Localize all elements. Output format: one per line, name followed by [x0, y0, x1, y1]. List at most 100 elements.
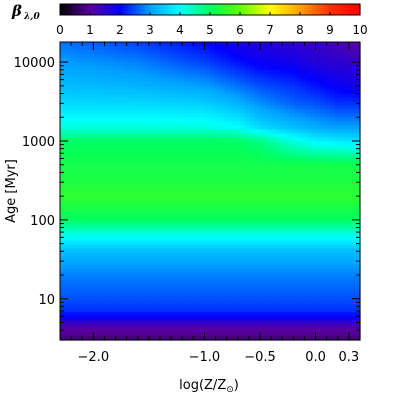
heatmap-cell: [315, 220, 321, 226]
heatmap-cell: [200, 169, 206, 174]
heatmap-cell: [265, 216, 271, 222]
heatmap-cell: [260, 220, 266, 226]
heatmap-cell: [150, 264, 156, 270]
heatmap-cell: [265, 324, 271, 329]
colorbar-segment: [304, 4, 307, 15]
heatmap-cell: [250, 105, 256, 111]
heatmap-cell: [185, 117, 191, 123]
heatmap-cell: [155, 244, 161, 250]
heatmap-cell: [85, 272, 91, 278]
heatmap-cell: [175, 49, 181, 55]
heatmap-cell: [335, 149, 341, 154]
heatmap-cell: [150, 328, 156, 333]
heatmap-cell: [125, 196, 131, 202]
heatmap-cell: [275, 73, 281, 79]
heatmap-cell: [265, 49, 271, 55]
heatmap-cell: [230, 101, 236, 107]
heatmap-cell: [190, 248, 196, 254]
heatmap-cell: [155, 165, 161, 170]
heatmap-cell: [265, 173, 271, 178]
heatmap-cell: [300, 212, 306, 218]
heatmap-cell: [140, 332, 146, 337]
heatmap-cell: [330, 141, 336, 146]
heatmap-cell: [335, 165, 341, 170]
heatmap-cell: [175, 312, 181, 317]
heatmap-cell: [65, 272, 71, 278]
heatmap-cell: [180, 324, 186, 329]
heatmap-cell: [255, 165, 261, 170]
heatmap-cell: [305, 113, 311, 119]
heatmap-cell: [240, 101, 246, 107]
heatmap-cell: [75, 133, 81, 138]
heatmap-cell: [250, 280, 256, 285]
colorbar-segment: [194, 4, 197, 15]
heatmap-cell: [310, 328, 316, 333]
heatmap-cell: [170, 212, 176, 218]
heatmap-cell: [195, 53, 201, 59]
heatmap-cell: [200, 268, 206, 274]
heatmap-cell: [245, 256, 251, 262]
heatmap-cell: [75, 141, 81, 146]
heatmap-cell: [330, 300, 336, 305]
heatmap-cell: [335, 308, 341, 313]
heatmap-cell: [290, 141, 296, 146]
heatmap-cell: [160, 57, 166, 63]
heatmap-cell: [130, 141, 136, 146]
heatmap-cell: [195, 133, 201, 138]
colorbar-segment: [138, 4, 141, 15]
heatmap-cell: [130, 125, 136, 131]
heatmap-cell: [130, 97, 136, 103]
heatmap-cell: [270, 65, 276, 71]
heatmap-cell: [165, 252, 171, 258]
heatmap-cell: [120, 145, 126, 150]
heatmap-cell: [335, 264, 341, 270]
heatmap-cell: [115, 73, 121, 79]
heatmap-cell: [220, 312, 226, 317]
heatmap-cell: [75, 220, 81, 226]
heatmap-cell: [315, 49, 321, 55]
heatmap-cell: [60, 117, 66, 123]
heatmap-cell: [175, 192, 181, 198]
heatmap-cell: [290, 125, 296, 131]
heatmap-cell: [145, 212, 151, 218]
heatmap-cell: [245, 93, 251, 99]
heatmap-cell: [160, 109, 166, 115]
heatmap-cell: [115, 232, 121, 238]
heatmap-cell: [85, 93, 91, 99]
colorbar-segment: [166, 4, 169, 15]
heatmap-cell: [160, 117, 166, 123]
heatmap-cell: [200, 133, 206, 138]
heatmap-cell: [275, 169, 281, 174]
heatmap-cell: [310, 161, 316, 166]
heatmap-cell: [70, 192, 76, 198]
heatmap-cell: [250, 93, 256, 99]
heatmap-cell: [235, 65, 241, 71]
heatmap-cell: [305, 244, 311, 250]
heatmap-cell: [270, 328, 276, 333]
heatmap-cell: [220, 145, 226, 150]
heatmap-cell: [185, 73, 191, 79]
heatmap-cell: [165, 196, 171, 202]
heatmap-cell: [255, 208, 261, 214]
heatmap-cell: [75, 200, 81, 206]
heatmap-cell: [80, 284, 86, 289]
heatmap-cell: [320, 260, 326, 266]
heatmap-cell: [60, 252, 66, 258]
heatmap-cell: [85, 101, 91, 107]
heatmap-cell: [255, 324, 261, 329]
heatmap-cell: [65, 252, 71, 258]
heatmap-cell: [295, 304, 301, 309]
heatmap-cell: [60, 133, 66, 138]
heatmap-cell: [300, 53, 306, 59]
heatmap-cell: [330, 228, 336, 234]
heatmap-cell: [205, 93, 211, 99]
heatmap-cell: [120, 85, 126, 91]
heatmap-cell: [295, 93, 301, 99]
heatmap-cell: [275, 272, 281, 278]
colorbar-segment: [128, 4, 131, 15]
heatmap-cell: [120, 69, 126, 75]
heatmap-cell: [225, 260, 231, 266]
heatmap-cell: [230, 97, 236, 103]
heatmap-cell: [290, 208, 296, 214]
heatmap-cell: [125, 212, 131, 218]
